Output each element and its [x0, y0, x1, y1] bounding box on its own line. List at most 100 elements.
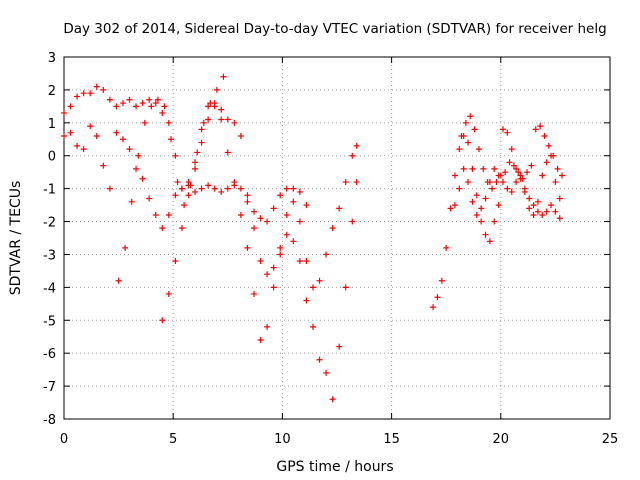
- data-point: [349, 218, 356, 225]
- data-point: [135, 152, 142, 159]
- data-point: [438, 277, 445, 284]
- data-point: [270, 205, 277, 212]
- data-point: [152, 100, 159, 107]
- data-point: [128, 198, 135, 205]
- data-point: [139, 175, 146, 182]
- data-point: [323, 251, 330, 258]
- data-point: [119, 136, 126, 143]
- data-point: [513, 179, 520, 186]
- data-point: [329, 225, 336, 232]
- data-point: [87, 123, 94, 130]
- data-point: [508, 146, 515, 153]
- data-point: [218, 116, 225, 123]
- data-point: [205, 116, 212, 123]
- data-point: [257, 337, 264, 344]
- data-point: [467, 113, 474, 120]
- data-point: [126, 146, 133, 153]
- data-point: [146, 96, 153, 103]
- data-point: [556, 195, 563, 202]
- data-point: [185, 192, 192, 199]
- data-point: [303, 297, 310, 304]
- data-point: [231, 182, 238, 189]
- data-point: [545, 142, 552, 149]
- y-tick-label: 2: [48, 84, 56, 99]
- data-point: [154, 96, 161, 103]
- plot-border: [63, 56, 611, 420]
- data-point: [165, 290, 172, 297]
- data-point: [178, 185, 185, 192]
- data-point: [172, 258, 179, 265]
- data-point: [486, 238, 493, 245]
- data-point: [213, 86, 220, 93]
- data-point: [192, 165, 199, 172]
- data-point: [506, 159, 513, 166]
- data-point: [126, 96, 133, 103]
- x-tick-label: 0: [60, 432, 68, 447]
- data-point: [61, 132, 67, 139]
- data-point: [205, 182, 212, 189]
- data-point: [165, 211, 172, 218]
- data-point: [530, 211, 537, 218]
- data-point: [244, 244, 251, 251]
- data-point: [342, 284, 349, 291]
- data-point: [456, 146, 463, 153]
- data-point: [113, 129, 120, 136]
- data-point: [283, 211, 290, 218]
- x-tick-label: 15: [383, 432, 400, 447]
- data-point: [447, 205, 454, 212]
- y-tick-label: -8: [43, 413, 56, 428]
- data-point: [264, 323, 271, 330]
- y-tick-label: -5: [43, 314, 56, 329]
- y-tick-label: -7: [43, 380, 56, 395]
- data-point: [100, 86, 107, 93]
- data-point: [159, 317, 166, 324]
- data-point: [469, 198, 476, 205]
- data-point: [519, 175, 526, 182]
- data-points: [61, 73, 565, 403]
- data-point: [296, 218, 303, 225]
- data-point: [552, 179, 559, 186]
- data-point: [200, 119, 207, 126]
- data-point: [491, 165, 498, 172]
- data-point: [139, 100, 146, 107]
- series-trace-g: [458, 113, 565, 192]
- data-point: [93, 83, 100, 90]
- data-point: [458, 132, 465, 139]
- data-point: [198, 139, 205, 146]
- data-point: [224, 149, 231, 156]
- series-trace-d: [159, 100, 360, 403]
- data-point: [211, 185, 218, 192]
- data-point: [342, 179, 349, 186]
- data-point: [329, 396, 336, 403]
- data-point: [316, 277, 323, 284]
- data-point: [552, 208, 559, 215]
- data-point: [543, 208, 550, 215]
- data-point: [220, 73, 227, 80]
- data-point: [251, 225, 258, 232]
- data-point: [556, 215, 563, 222]
- data-point: [550, 152, 557, 159]
- data-point: [133, 165, 140, 172]
- x-tick-label: 5: [169, 432, 177, 447]
- data-point: [534, 208, 541, 215]
- data-point: [451, 172, 458, 179]
- data-point: [473, 211, 480, 218]
- data-point: [493, 179, 500, 186]
- data-point: [499, 126, 506, 133]
- data-point: [537, 123, 544, 130]
- data-point: [198, 126, 205, 133]
- data-point: [528, 162, 535, 169]
- data-point: [513, 165, 520, 172]
- data-point: [224, 116, 231, 123]
- data-point: [548, 202, 555, 209]
- y-tick-label: -3: [43, 248, 56, 263]
- data-point: [152, 211, 159, 218]
- x-axis: 0 5 10 15 20 25: [60, 57, 618, 447]
- data-point: [502, 169, 509, 176]
- data-point: [67, 129, 74, 136]
- x-tick-label: 20: [493, 432, 510, 447]
- series-trace-e: [430, 132, 563, 311]
- data-point: [296, 188, 303, 195]
- data-point: [159, 225, 166, 232]
- x-tick-label: 25: [602, 432, 619, 447]
